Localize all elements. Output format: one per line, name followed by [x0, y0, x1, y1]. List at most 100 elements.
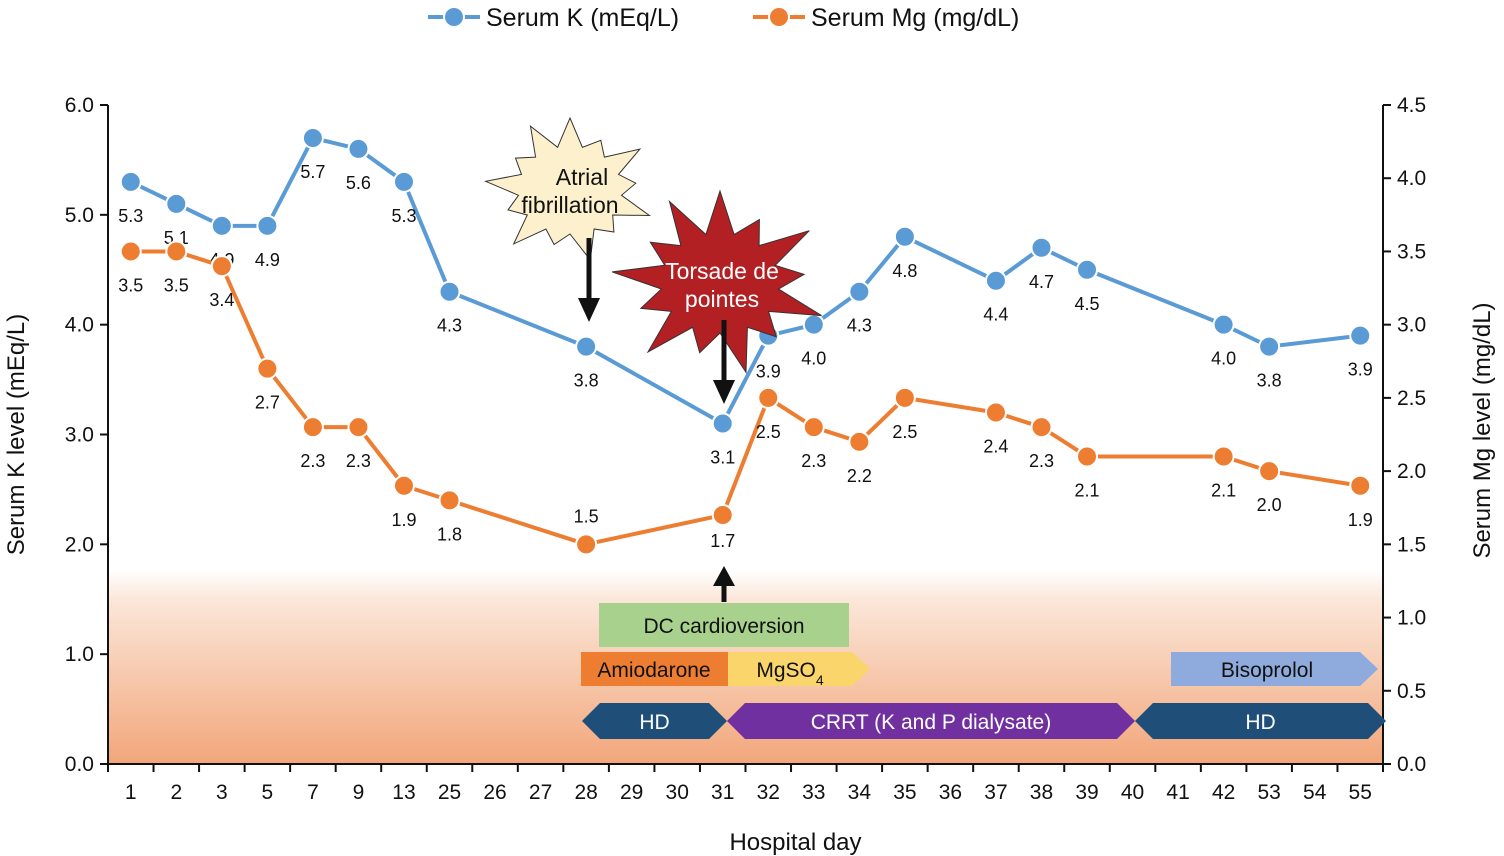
x-tick-label: 29: [620, 781, 643, 804]
serum-mg-data-label: 2.2: [847, 466, 872, 486]
x-tick-label: 31: [711, 781, 734, 804]
serum-mg-point: [392, 474, 415, 497]
y-right-tick-label: 4.0: [1397, 167, 1426, 190]
serum-mg-point: [802, 416, 825, 439]
serum-k-point: [1258, 335, 1281, 358]
y-left-tick-label: 5.0: [65, 204, 94, 227]
serum-mg-point: [301, 416, 324, 439]
treatment-bar: [599, 603, 849, 647]
x-tick-label: 25: [438, 781, 461, 804]
serum-mg-point: [575, 533, 598, 556]
serum-mg-point: [984, 401, 1007, 424]
y-right-tick-label: 0.0: [1397, 753, 1426, 776]
annotation-label: Atrial: [556, 164, 608, 190]
treatment-label: Bisoprolol: [1221, 659, 1313, 682]
y-left-tick-label: 0.0: [65, 753, 94, 776]
x-tick-label: 42: [1212, 781, 1235, 804]
x-tick-label: 40: [1121, 781, 1144, 804]
serum-k-point: [210, 214, 233, 237]
serum-k-point: [848, 280, 871, 303]
serum-mg-data-label: 2.4: [983, 437, 1008, 457]
y-right-tick-label: 1.0: [1397, 607, 1426, 630]
x-tick-label: 28: [574, 781, 597, 804]
x-tick-label: 41: [1166, 781, 1189, 804]
x-tick-label: 5: [262, 781, 274, 804]
y-right-tick-label: 3.5: [1397, 240, 1426, 263]
y-left-tick-label: 1.0: [65, 643, 94, 666]
x-tick-label: 13: [392, 781, 415, 804]
y-right-tick-label: 0.5: [1397, 680, 1426, 703]
serum-k-data-label: 3.8: [574, 371, 599, 391]
serum-k-point: [802, 313, 825, 336]
serum-k-point: [347, 137, 370, 160]
serum-k-data-label: 4.4: [983, 305, 1008, 325]
x-tick-label: 9: [353, 781, 365, 804]
serum-k-data-label: 4.5: [1075, 294, 1100, 314]
serum-mg-data-label: 2.3: [346, 451, 371, 471]
x-tick-label: 53: [1257, 781, 1280, 804]
serum-k-point: [301, 126, 324, 149]
serum-mg-point: [711, 504, 734, 527]
y-right-tick-label: 3.0: [1397, 314, 1426, 337]
serum-mg-point: [757, 386, 780, 409]
annotation-label: pointes: [685, 286, 759, 312]
x-axis-title: Hospital day: [729, 829, 861, 856]
y-left-tick-label: 3.0: [65, 424, 94, 447]
x-tick-label: 34: [848, 781, 872, 804]
atrial-fibrillation-burst: [484, 116, 651, 262]
serum-k-point: [984, 269, 1007, 292]
tdp-arrow-head: [713, 380, 735, 404]
treatment-bar: [1171, 652, 1378, 686]
serum-k-data-label: 5.3: [391, 206, 416, 226]
serum-mg-point: [438, 489, 461, 512]
legend-label: Serum K (mEq/L): [486, 4, 679, 32]
annotation-label: fibrillation: [521, 192, 618, 218]
serum-mg-point: [1030, 416, 1053, 439]
serum-k-point: [392, 170, 415, 193]
annotation-label: Torsade de: [665, 258, 779, 284]
serum-mg-data-label: 3.4: [209, 290, 234, 310]
serum-k-data-label: 3.8: [1257, 371, 1282, 391]
serum-k-point: [1076, 258, 1099, 281]
x-tick-label: 3: [216, 781, 228, 804]
af-arrow-head: [578, 298, 600, 322]
serum-k-data-label: 4.0: [801, 349, 826, 369]
treatment-bar: [582, 703, 727, 739]
x-tick-label: 36: [939, 781, 962, 804]
cardioversion-arrow-head: [713, 566, 735, 586]
serum-k-data-label: 3.9: [1348, 360, 1373, 380]
serum-mg-data-label: 2.3: [300, 451, 325, 471]
y-left-tick-label: 2.0: [65, 533, 94, 556]
serum-k-point: [256, 214, 279, 237]
legend-marker: [443, 6, 465, 28]
serum-k-data-label: 5.7: [300, 162, 325, 182]
y-right-tick-label: 2.5: [1397, 387, 1426, 410]
serum-k-point: [1212, 313, 1235, 336]
serum-mg-data-label: 2.0: [1257, 495, 1282, 515]
x-tick-label: 37: [984, 781, 1007, 804]
serum-k-point: [1349, 324, 1372, 347]
serum-k-point: [1030, 236, 1053, 259]
serum-mg-data-label: 1.8: [437, 524, 462, 544]
serum-k-data-label: 4.0: [1211, 349, 1236, 369]
treatment-label: HD: [1245, 711, 1275, 734]
serum-mg-point: [1212, 445, 1235, 468]
y-right-axis-title: Serum Mg level (mg/dL): [1469, 302, 1496, 558]
serum-mg-data-label: 1.5: [574, 506, 599, 526]
serum-mg-point: [848, 430, 871, 453]
x-tick-label: 27: [529, 781, 552, 804]
x-tick-label: 7: [307, 781, 319, 804]
serum-mg-data-label: 1.7: [710, 531, 735, 551]
serum-mg-point: [1258, 460, 1281, 483]
x-tick-label: 2: [170, 781, 182, 804]
treatment-label-subscript: 4: [816, 672, 824, 688]
y-right-tick-label: 1.5: [1397, 533, 1426, 556]
serum-mg-point: [165, 240, 188, 263]
x-tick-label: 55: [1349, 781, 1372, 804]
serum-k-point: [893, 225, 916, 248]
serum-mg-point: [893, 386, 916, 409]
y-left-tick-label: 4.0: [65, 314, 94, 337]
treatment-label: DC cardioversion: [643, 615, 804, 638]
serum-k-point: [575, 335, 598, 358]
